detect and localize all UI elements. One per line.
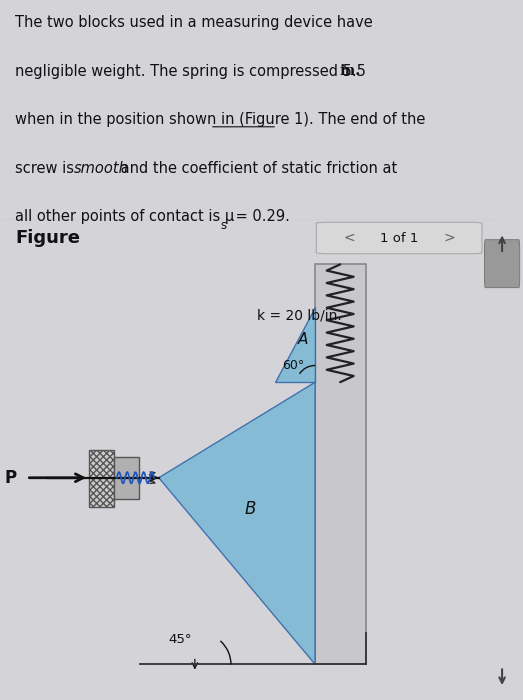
Text: and the coefficient of static friction at: and the coefficient of static friction a… <box>116 161 397 176</box>
Text: 1 of 1: 1 of 1 <box>380 232 418 244</box>
Bar <box>315 265 366 664</box>
Text: screw is: screw is <box>15 161 78 176</box>
Bar <box>89 449 114 507</box>
Polygon shape <box>159 382 315 664</box>
Text: s: s <box>221 219 227 232</box>
Text: Figure: Figure <box>15 229 80 247</box>
Text: = 0.29.: = 0.29. <box>231 209 290 225</box>
Text: in.: in. <box>340 64 361 78</box>
FancyBboxPatch shape <box>484 239 520 288</box>
Text: negligible weight. The spring is compressed 5.5: negligible weight. The spring is compres… <box>15 64 371 79</box>
Text: >: > <box>444 231 455 245</box>
Text: P: P <box>5 469 17 486</box>
Text: all other points of contact is μ: all other points of contact is μ <box>15 209 234 225</box>
FancyBboxPatch shape <box>316 222 482 254</box>
Text: when in the position shown in (Figure 1). The end of the: when in the position shown in (Figure 1)… <box>15 113 425 127</box>
Text: The two blocks used in a measuring device have: The two blocks used in a measuring devic… <box>15 15 373 30</box>
Text: 45°: 45° <box>169 634 192 647</box>
Bar <box>114 457 139 499</box>
Polygon shape <box>275 307 315 382</box>
Text: smooth: smooth <box>74 161 129 176</box>
Text: <: < <box>343 231 355 245</box>
Text: B: B <box>245 500 256 518</box>
Text: k = 20 lb/in.: k = 20 lb/in. <box>257 309 342 323</box>
Text: 60°: 60° <box>282 359 304 372</box>
Text: A: A <box>298 332 309 347</box>
